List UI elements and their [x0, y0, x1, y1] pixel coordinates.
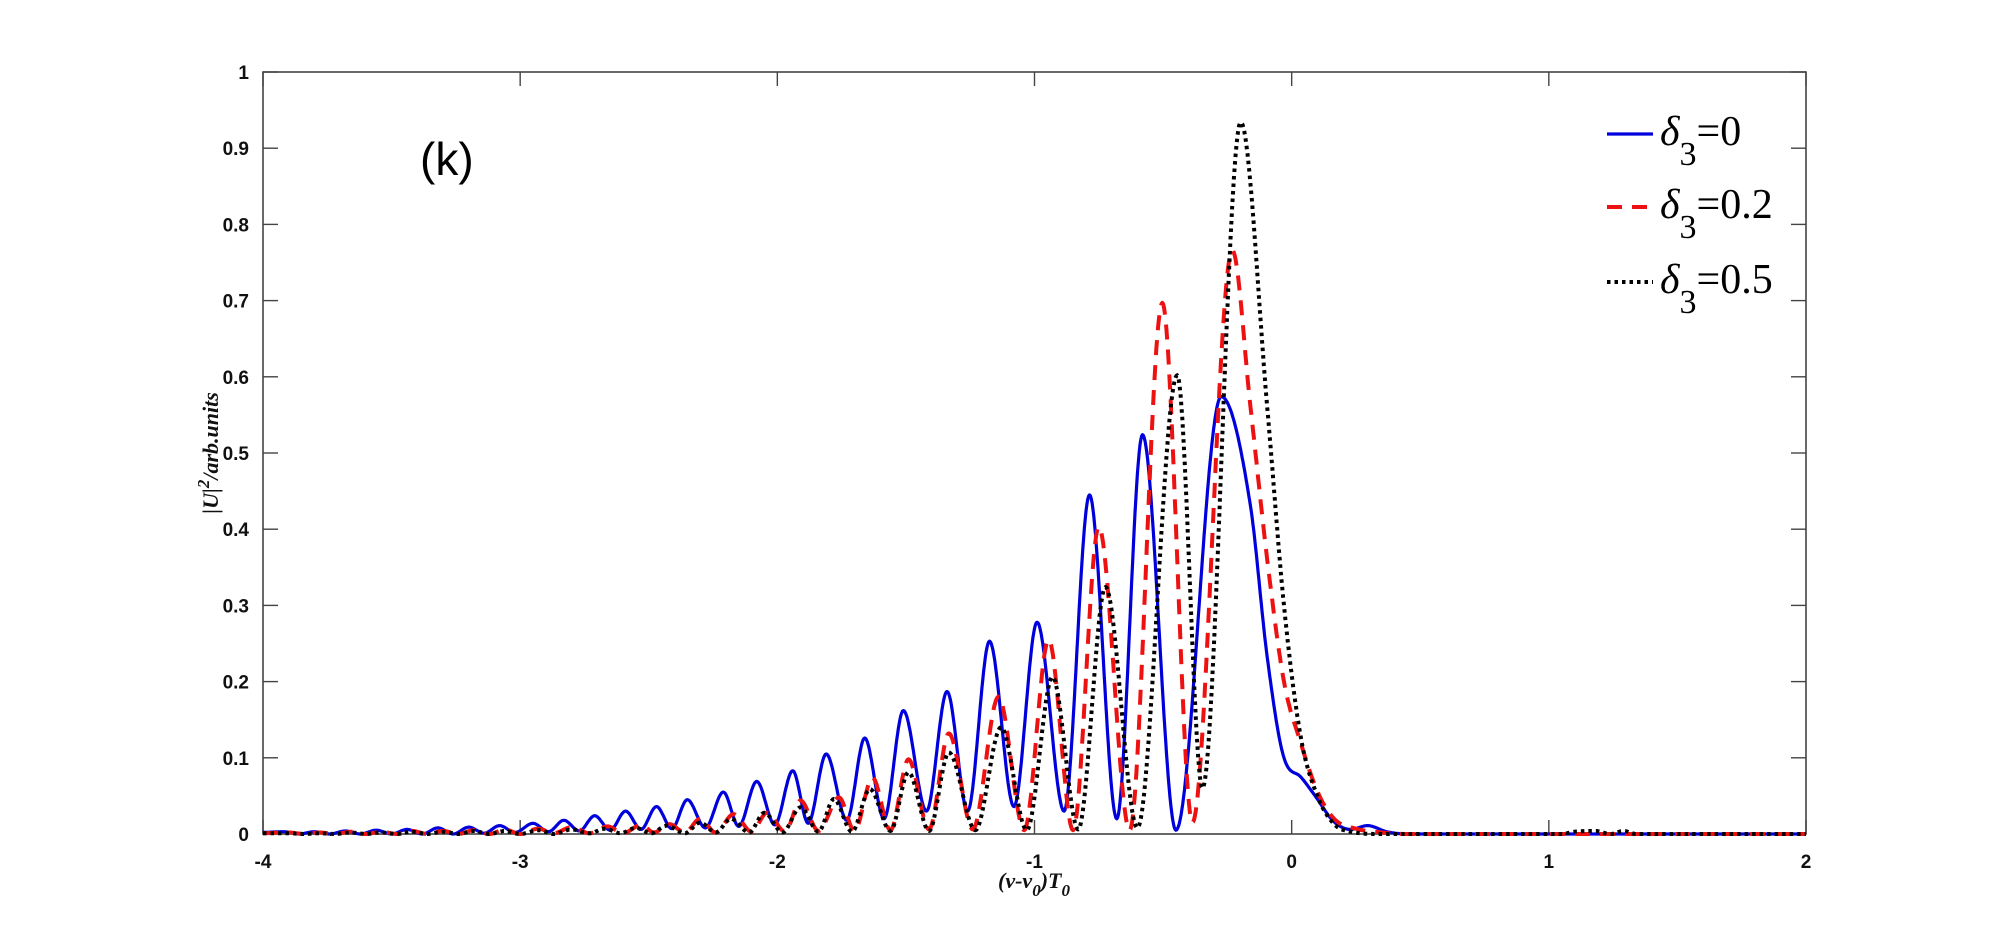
legend-entry-0: δ3=0: [1607, 109, 1741, 173]
legend-entry-1: δ3=0.2: [1607, 182, 1773, 246]
x-label-main: (v-v: [998, 868, 1032, 893]
x-label-sub1: 0: [1032, 881, 1041, 900]
x-label-mid: )T: [1039, 868, 1063, 893]
series-line-2: [261, 120, 1808, 836]
y-tick-label: 0.9: [223, 139, 249, 160]
legend-sub-0: 3: [1680, 136, 1697, 173]
series-layer: [261, 120, 1808, 836]
legend-entry-2: δ3=0.5: [1607, 257, 1773, 321]
y-tick-label: 0.4: [223, 520, 250, 541]
legend-label-2: δ3=0.5: [1660, 257, 1773, 321]
legend-sub-2: 3: [1680, 284, 1697, 321]
y-tick-label: 0.2: [223, 673, 249, 694]
y-axis-label: |U|2/arb.units: [194, 392, 223, 514]
x-label-sub2: 0: [1061, 881, 1070, 900]
y-tick-label: 0.7: [223, 292, 249, 313]
y-tick-label: 0: [238, 825, 249, 846]
x-tick-label: 2: [1801, 852, 1812, 873]
x-tick-label: -1: [1026, 852, 1043, 873]
y-label-sup: 2: [194, 479, 213, 489]
legend-label-0: δ3=0: [1660, 109, 1741, 173]
x-tick-label: -4: [255, 852, 272, 873]
legend-symbol-1: δ: [1660, 182, 1681, 228]
y-label-rest: /arb.units: [198, 392, 223, 481]
legend-sub-1: 3: [1680, 209, 1697, 246]
x-tick-label: 0: [1286, 852, 1297, 873]
x-tick-label: 1: [1544, 852, 1555, 873]
x-tick-label: -3: [512, 852, 529, 873]
y-tick-label: 0.8: [223, 215, 249, 236]
legend-value-2: =0.5: [1697, 257, 1773, 303]
y-tick-label: 0.1: [223, 749, 250, 770]
legend-value-0: =0: [1697, 109, 1742, 155]
legend-label-1: δ3=0.2: [1660, 182, 1773, 246]
x-tick-label: -2: [769, 852, 786, 873]
y-tick-label: 1: [238, 63, 249, 84]
series-line-1: [261, 248, 1808, 836]
y-label-main: |U|: [198, 488, 223, 514]
panel-label: (k): [420, 133, 474, 185]
y-tick-label: 0.3: [223, 596, 249, 617]
y-tick-label: 0.5: [223, 444, 250, 465]
legend-value-1: =0.2: [1697, 182, 1773, 228]
x-axis-label: (v-v0)T0: [998, 868, 1070, 900]
legend-symbol-0: δ: [1660, 109, 1681, 155]
legend: δ3=0 δ3=0.2 δ3=0.5: [1607, 109, 1773, 321]
legend-symbol-2: δ: [1660, 257, 1681, 303]
y-tick-label: 0.6: [223, 368, 249, 389]
